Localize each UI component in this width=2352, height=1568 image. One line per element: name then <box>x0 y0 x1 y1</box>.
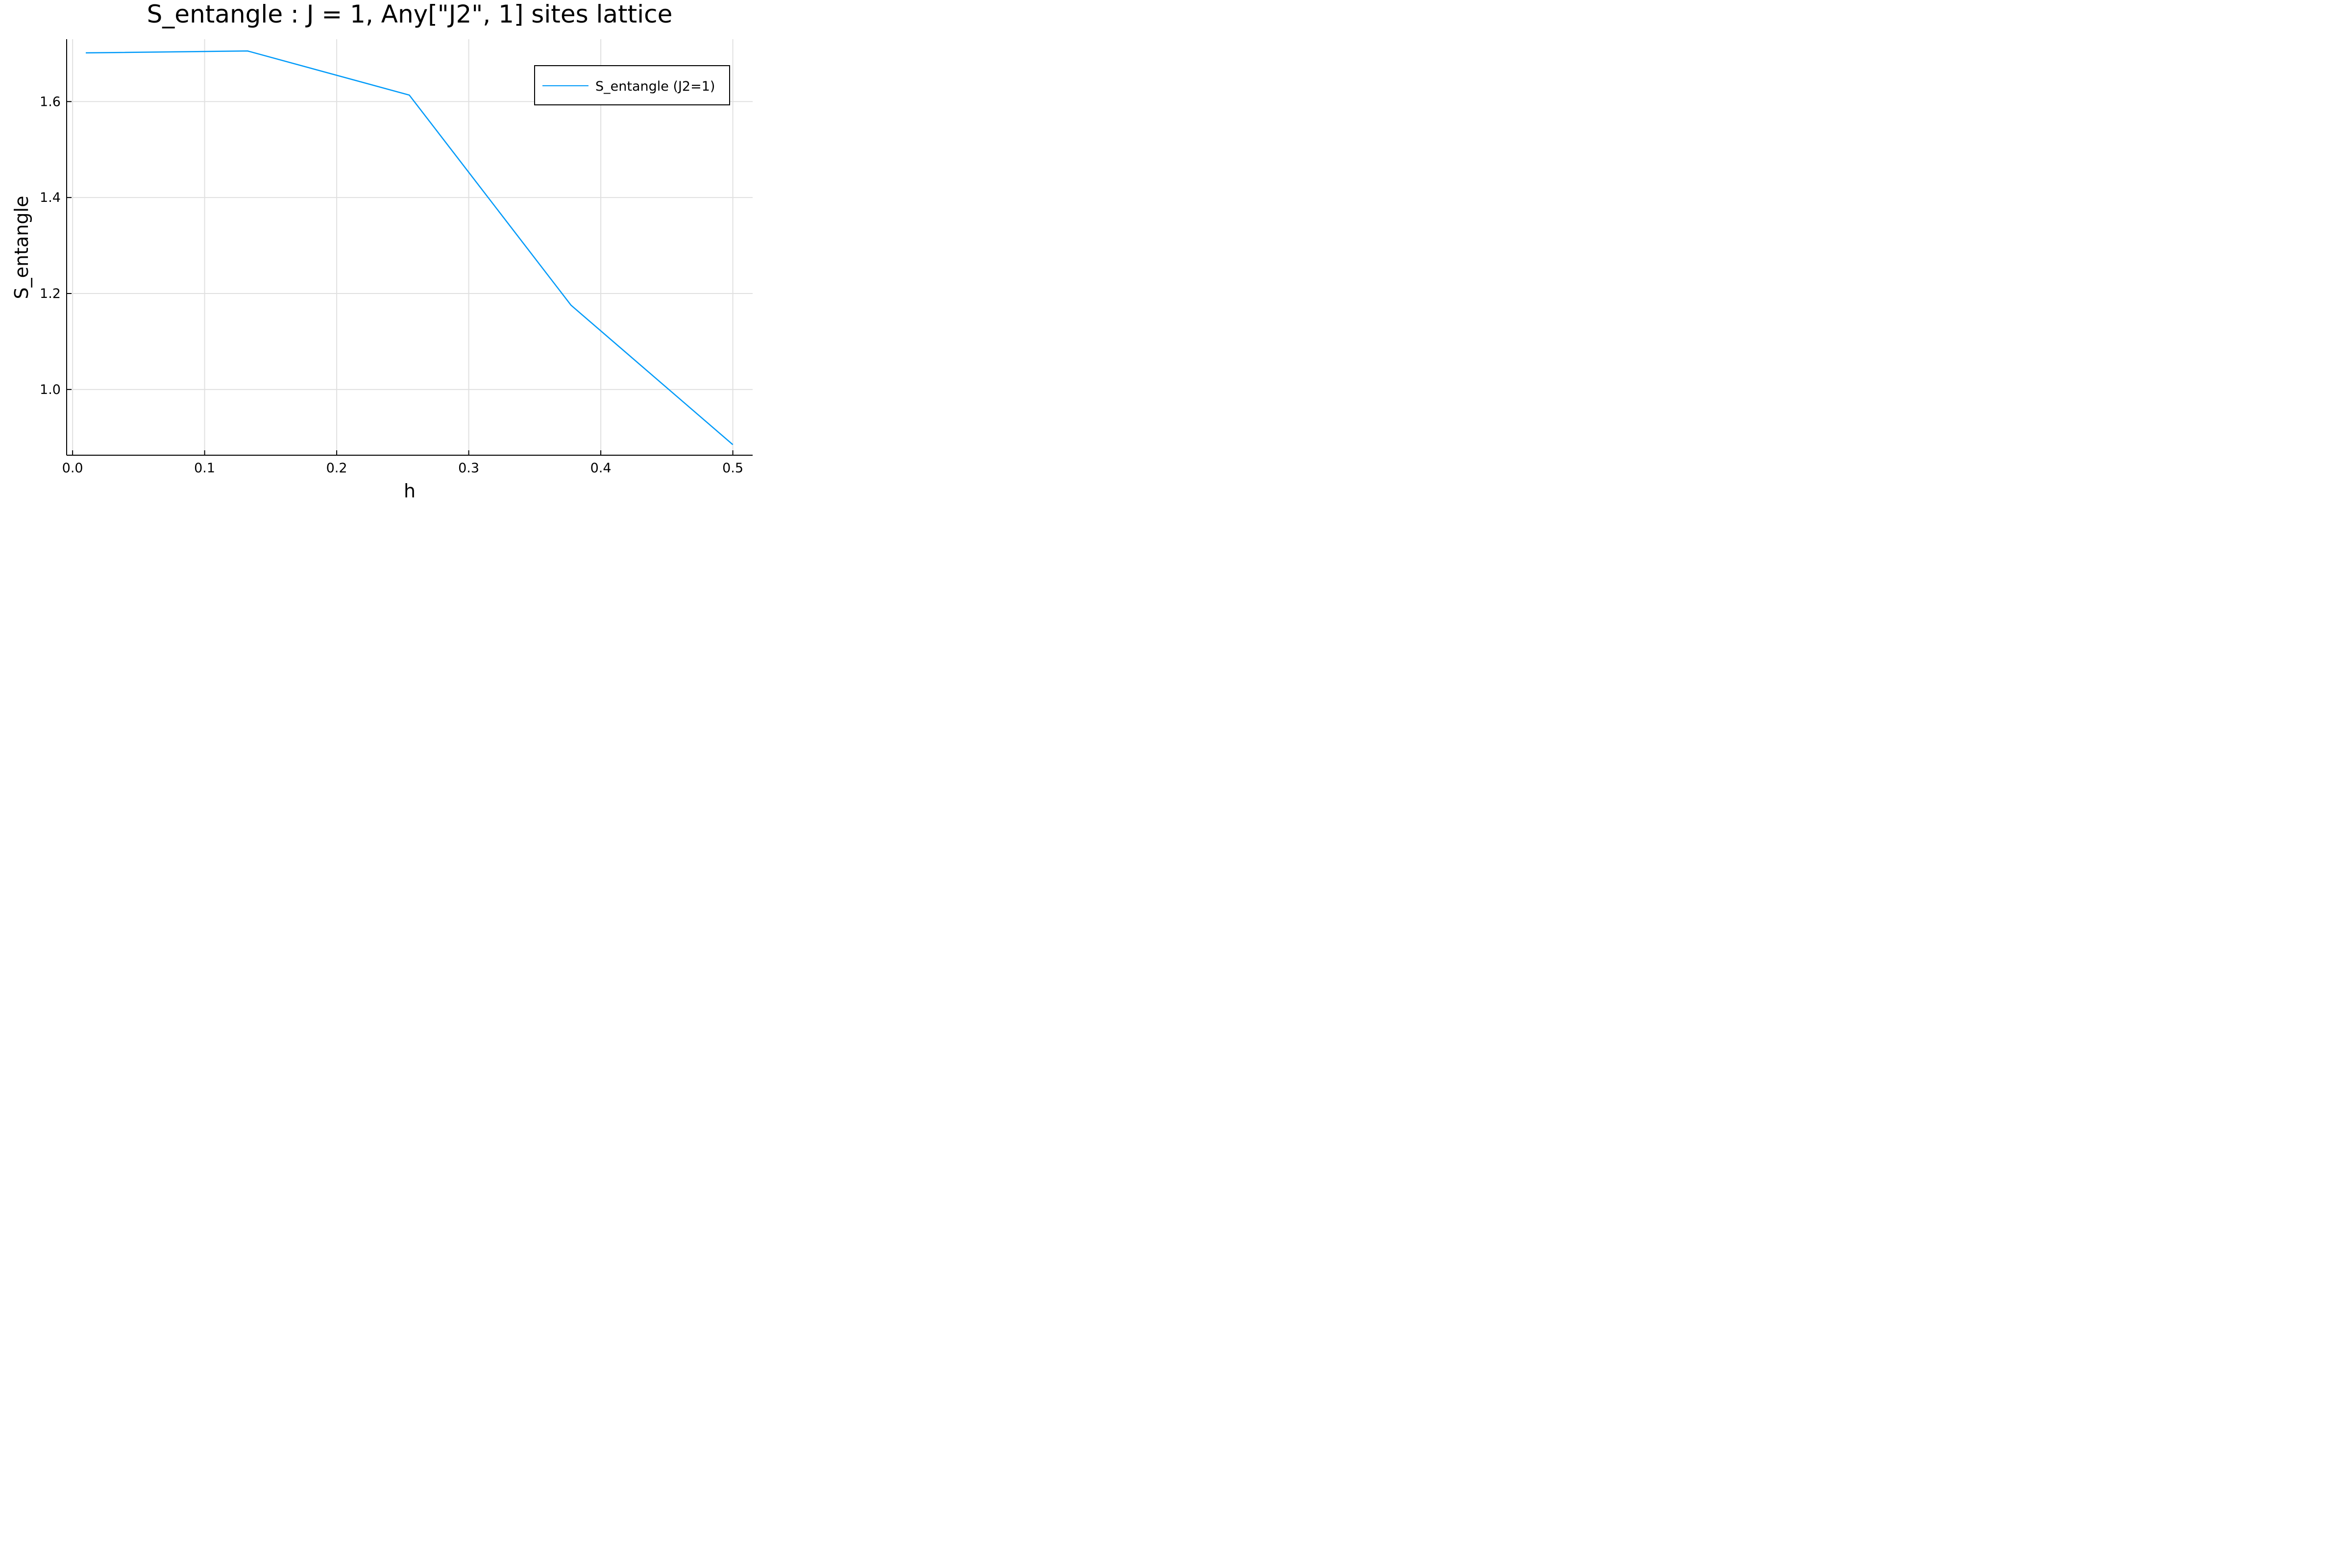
y-axis-label: S_entangle <box>11 196 32 299</box>
legend-label: S_entangle (J2=1) <box>595 79 715 94</box>
line-chart: S_entangle : J = 1, Any["J2", 1] sites l… <box>0 0 764 510</box>
axes <box>66 39 753 456</box>
chart-container: S_entangle : J = 1, Any["J2", 1] sites l… <box>0 0 764 510</box>
x-tick-label-4: 0.4 <box>590 461 612 476</box>
x-tick-label-1: 0.1 <box>194 461 215 476</box>
x-tick-label-2: 0.2 <box>326 461 347 476</box>
ticks: 0.0 0.1 0.2 0.3 0.4 0.5 1.0 1.2 1.4 1.6 <box>40 94 743 476</box>
legend: S_entangle (J2=1) <box>534 65 730 105</box>
y-tick-label-2: 1.4 <box>40 190 61 205</box>
y-tick-label-0: 1.0 <box>40 382 61 397</box>
x-tick-label-0: 0.0 <box>62 461 83 476</box>
x-tick-label-3: 0.3 <box>458 461 479 476</box>
chart-title: S_entangle : J = 1, Any["J2", 1] sites l… <box>147 0 673 28</box>
y-tick-label-3: 1.6 <box>40 94 61 109</box>
series-lines <box>86 50 734 445</box>
y-tick-label-1: 1.2 <box>40 286 61 301</box>
x-axis-label: h <box>404 480 416 502</box>
x-tick-label-5: 0.5 <box>722 461 743 476</box>
